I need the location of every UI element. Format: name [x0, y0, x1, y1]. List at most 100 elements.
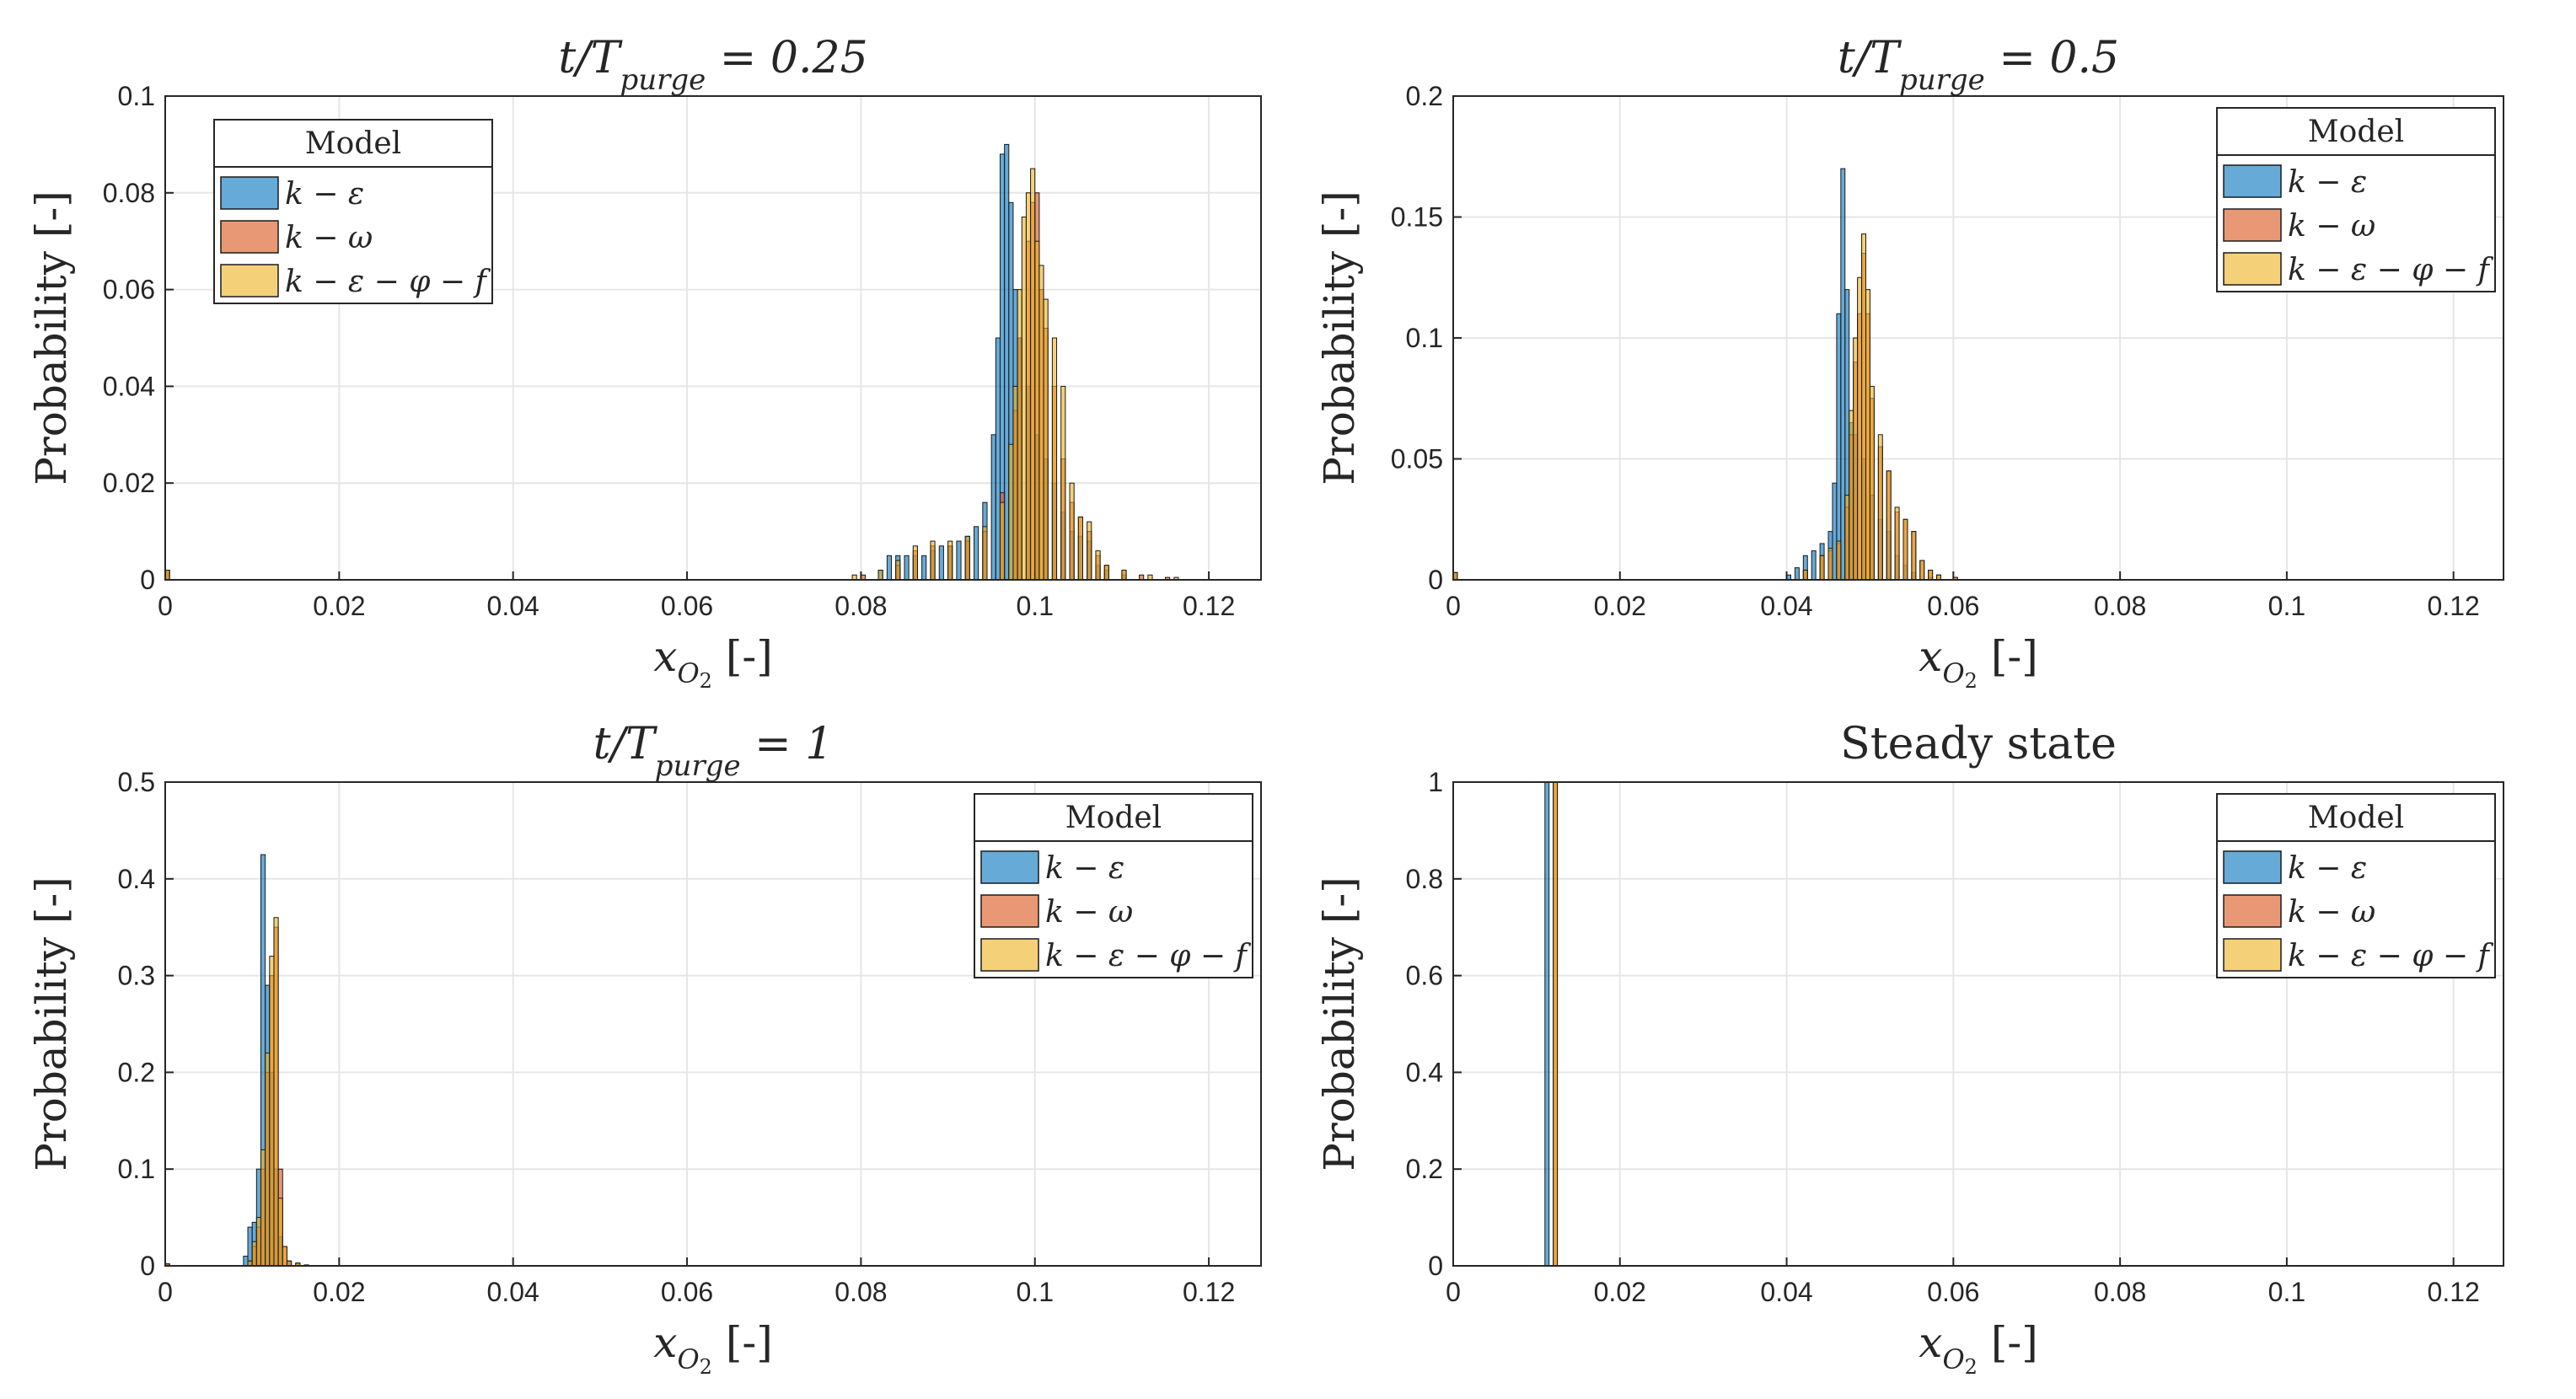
x-tick-label: 0.12 — [2428, 591, 2480, 621]
bar — [1857, 276, 1863, 581]
bar — [982, 526, 988, 581]
x-tick-label: 0.12 — [1183, 591, 1235, 621]
bar — [1861, 233, 1867, 581]
chart-panel-2: 0 0.02 0.04 0.06 0.08 0.1 0.12 0 0.05 0.1 0.15 0.2 t… — [1315, 33, 2504, 693]
bar — [1865, 289, 1870, 581]
y-tick-label: 0.02 — [103, 468, 155, 498]
x-tick-label: 0.08 — [835, 1277, 887, 1307]
x-axis-label: xO2 [-] — [653, 1318, 773, 1379]
bar — [974, 526, 979, 581]
bar — [1017, 289, 1022, 581]
bar — [243, 1256, 249, 1267]
legend-title: Model — [2308, 115, 2404, 149]
bar — [912, 545, 918, 581]
bar — [1827, 548, 1833, 581]
bar — [1087, 521, 1092, 581]
bar — [282, 1246, 287, 1267]
bar — [921, 555, 927, 581]
series-3 — [1452, 233, 1958, 581]
bars — [164, 143, 1179, 581]
x-tick-label: 0 — [158, 591, 173, 621]
bar — [1553, 781, 1559, 1267]
x-tick-label: 0.06 — [1927, 1277, 1979, 1307]
legend-swatch — [2223, 164, 2282, 198]
y-tick-label: 0.3 — [118, 961, 155, 991]
x-tick-label: 0 — [1446, 591, 1461, 621]
bar — [1902, 518, 1908, 581]
x-tick-label: 0 — [1446, 1277, 1461, 1307]
legend-swatch — [220, 264, 279, 297]
bar — [938, 545, 944, 581]
y-tick-label: 1 — [1428, 767, 1443, 797]
bar — [269, 956, 275, 1267]
x-tick-label: 0.08 — [835, 591, 887, 621]
y-tick-label: 0.2 — [1406, 81, 1443, 111]
bar — [1877, 434, 1883, 581]
legend-entry: k − ε − φ − f — [285, 265, 491, 299]
bar — [1840, 168, 1846, 581]
y-tick-label: 0 — [1428, 565, 1443, 595]
bar — [255, 1217, 261, 1267]
legend-entry: k − ε − φ − f — [2288, 253, 2493, 287]
x-tick-label: 0.06 — [661, 591, 713, 621]
x-tick-label: 0.02 — [313, 1277, 365, 1307]
axes-box — [1452, 781, 2504, 1267]
x-tick-label: 0.02 — [1594, 1277, 1646, 1307]
y-axis-label: Probability [-] — [1315, 876, 1364, 1171]
legend-swatch — [220, 176, 279, 210]
bar — [1103, 565, 1109, 581]
y-tick-label: 0.1 — [118, 1154, 155, 1184]
legend-swatch — [2223, 938, 2282, 972]
y-tick-label: 0 — [140, 1251, 155, 1281]
y-tick-label: 0.4 — [118, 864, 155, 894]
bar — [1043, 298, 1049, 581]
bars — [1452, 168, 1958, 581]
x-tick-label: 0.12 — [1183, 1277, 1235, 1307]
bar — [1844, 495, 1850, 581]
legend-title: Model — [1065, 801, 1162, 835]
x-tick-label: 0.1 — [1017, 591, 1054, 621]
chart-panel-3: 0 0.02 0.04 0.06 0.08 0.1 0.12 0 0.1 0.2 0.3 0.4 0.5… — [27, 719, 1262, 1379]
bar — [1021, 217, 1027, 581]
bar — [904, 555, 910, 581]
series-3 — [164, 168, 1179, 581]
legend-swatch — [2223, 850, 2282, 884]
x-tick-label: 0.1 — [2268, 1277, 2305, 1307]
bar — [247, 1226, 253, 1267]
legend-title: Model — [305, 126, 401, 161]
x-tick-label: 0.02 — [1594, 591, 1646, 621]
y-tick-label: 0 — [1428, 1251, 1443, 1281]
legend-entry: k − ε − φ − f — [1045, 939, 1251, 973]
y-axis-label: Probability [-] — [27, 876, 76, 1171]
bar — [1886, 470, 1892, 581]
legend-swatch — [2223, 208, 2282, 242]
y-tick-label: 0.15 — [1391, 202, 1443, 233]
x-tick-label: 0.1 — [2268, 591, 2305, 621]
x-tick-label: 0 — [158, 1277, 173, 1307]
bar — [277, 1198, 283, 1267]
bar — [877, 570, 883, 581]
bar — [964, 535, 970, 581]
chart-title: t/Tpurge = 1 — [593, 719, 834, 783]
x-axis-label: xO2 [-] — [1919, 632, 2038, 693]
bar — [1004, 143, 1010, 581]
bar — [1836, 313, 1842, 581]
y-tick-label: 0.1 — [118, 81, 155, 111]
x-tick-label: 0.12 — [2428, 1277, 2480, 1307]
legend: Model k − ε k − ω k − ε − φ − f — [2216, 107, 2496, 292]
bar — [1544, 781, 1550, 1267]
y-tick-label: 0.6 — [1406, 961, 1443, 991]
series-3 — [164, 917, 309, 1267]
legend-entry: k − ε — [2288, 851, 2367, 886]
legend-swatch — [2223, 252, 2282, 286]
bar — [1030, 168, 1036, 581]
axes-box — [1452, 95, 2504, 581]
y-tick-label: 0.4 — [1406, 1057, 1443, 1087]
bar — [947, 540, 953, 581]
bar — [1919, 560, 1925, 581]
y-tick-label: 0.2 — [118, 1057, 155, 1087]
y-tick-label: 0.2 — [1406, 1154, 1443, 1184]
bar — [1008, 443, 1014, 581]
bar — [273, 917, 279, 1267]
